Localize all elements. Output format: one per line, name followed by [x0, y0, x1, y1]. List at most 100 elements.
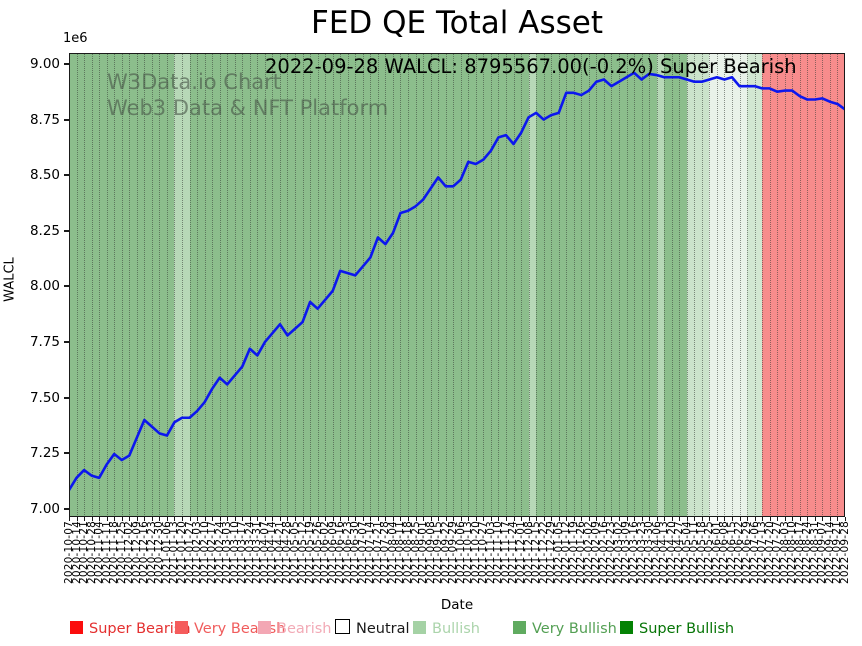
y-tick-label: 8.00 [29, 278, 60, 295]
gridline [468, 53, 470, 517]
gridline [189, 53, 191, 517]
x-tick-mark [731, 517, 733, 521]
x-tick-mark [377, 517, 379, 521]
legend-label: Very Bullish [532, 621, 617, 637]
legend-swatch-icon [513, 621, 526, 634]
x-tick-mark [257, 517, 259, 521]
y-tick-label: 7.50 [29, 389, 60, 406]
x-tick-mark [626, 517, 628, 521]
x-tick-mark [536, 517, 538, 521]
gridline [611, 53, 613, 517]
gridline [279, 53, 281, 517]
gridline [174, 53, 176, 517]
x-tick-mark [618, 517, 620, 521]
gridline [340, 53, 342, 517]
gridline [837, 53, 839, 517]
x-tick-mark [483, 517, 485, 521]
gridline [686, 53, 688, 517]
x-tick-mark [679, 517, 681, 521]
legend-item-super-bullish: Super Bullish [620, 618, 734, 638]
gridline [121, 53, 123, 517]
gridline [807, 53, 809, 517]
gridline [581, 53, 583, 517]
gridline [204, 53, 206, 517]
legend: Super Bearish Very Bearish Bearish Neutral B… [0, 616, 862, 642]
x-tick-mark [656, 517, 658, 521]
x-tick-mark [355, 517, 357, 521]
gridline [694, 53, 696, 517]
legend-swatch-icon [175, 621, 188, 634]
x-tick-mark [754, 517, 756, 521]
x-tick-mark [769, 517, 771, 521]
x-tick-mark [234, 517, 236, 521]
gridline [355, 53, 357, 517]
gridline [490, 53, 492, 517]
gridline [829, 53, 831, 517]
y-tick-mark [64, 62, 69, 65]
gridline [159, 53, 161, 517]
y-tick-label: 7.25 [29, 445, 60, 462]
gridline [747, 53, 749, 517]
x-tick-mark [279, 517, 281, 521]
legend-swatch-icon [258, 621, 271, 634]
gridline [219, 53, 221, 517]
gridline [408, 53, 410, 517]
x-tick-mark [99, 517, 101, 521]
x-tick-mark [340, 517, 342, 521]
gridline [295, 53, 297, 517]
gridline [528, 53, 530, 517]
x-tick-mark [106, 517, 108, 521]
gridline [521, 53, 523, 517]
x-tick-mark [392, 517, 394, 521]
x-tick-mark [189, 517, 191, 521]
gridline [799, 53, 801, 517]
x-tick-mark [182, 517, 183, 521]
x-tick-mark [588, 517, 590, 521]
gridline [430, 53, 432, 517]
legend-item-neutral: Neutral [335, 618, 410, 638]
y-tick-label: 7.00 [29, 500, 60, 517]
x-tick-mark [468, 517, 470, 521]
gridline [551, 53, 553, 517]
x-tick-mark [219, 517, 221, 521]
x-tick-mark [325, 517, 327, 521]
x-tick-mark [747, 517, 749, 521]
gridline [166, 53, 168, 517]
x-tick-mark [159, 517, 161, 521]
x-tick-mark [144, 517, 146, 521]
gridline [475, 53, 477, 517]
y-tick-mark [64, 174, 69, 177]
gridline [287, 53, 289, 517]
gridline [709, 53, 711, 517]
gridline [362, 53, 364, 517]
sentiment-band-bullish [656, 53, 665, 517]
gridline [84, 53, 86, 517]
x-tick-mark [543, 517, 545, 521]
gridline [144, 53, 146, 517]
gridline [445, 53, 447, 517]
gridline [573, 53, 575, 517]
gridline [151, 53, 153, 517]
x-axis-label: Date [440, 597, 474, 613]
legend-item-bearish: Bearish [258, 618, 332, 638]
x-tick-mark [385, 517, 387, 521]
x-tick-mark [566, 517, 568, 521]
gridline [91, 53, 93, 517]
gridline [332, 53, 334, 517]
y-tick-mark [64, 341, 69, 344]
x-tick-mark [581, 517, 583, 521]
gridline [310, 53, 312, 517]
watermark-line-1: W3Data.io Chart [107, 70, 282, 94]
gridline [596, 53, 598, 517]
x-tick-mark [724, 517, 726, 521]
x-tick-mark [596, 517, 598, 521]
x-tick-mark [490, 517, 492, 521]
gridline [249, 53, 251, 517]
x-tick-mark [370, 517, 372, 521]
legend-swatch-icon [70, 621, 83, 634]
gridline [453, 53, 455, 517]
gridline [302, 53, 304, 517]
legend-label: Neutral [356, 621, 410, 637]
sentiment-band-very_bullish [536, 53, 657, 517]
gridline [769, 53, 771, 517]
